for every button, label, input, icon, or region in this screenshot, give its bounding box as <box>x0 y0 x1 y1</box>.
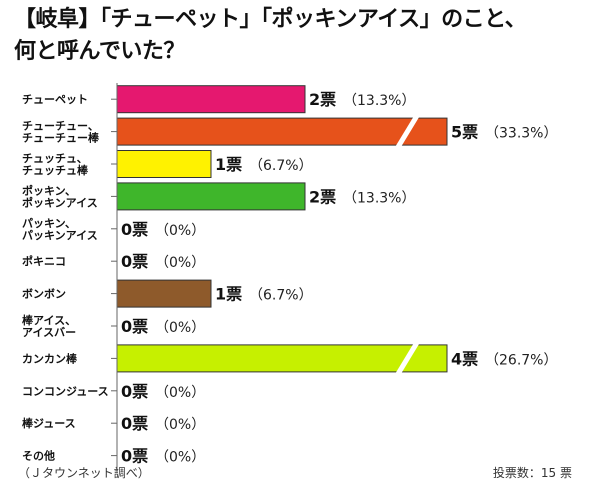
category-label: 棒アイス、アイスバー <box>22 313 76 339</box>
bar <box>116 182 306 211</box>
category-label: ポキニコ <box>22 254 66 268</box>
data-count-label: 4票 <box>451 349 478 368</box>
axis-break-mark <box>395 113 420 150</box>
category-label: パッキン、パッキンアイス <box>22 217 98 242</box>
category-label: その他 <box>22 449 55 463</box>
category-label: コンコンジュース <box>22 385 109 398</box>
category-label: チューペット <box>22 93 88 106</box>
bar <box>116 279 212 308</box>
bar <box>116 344 448 373</box>
total-votes-note: 投票数：15 票 <box>492 466 572 480</box>
data-count-label: 5票 <box>451 123 478 142</box>
category-label: ポッキン、ポッキンアイス <box>22 183 98 209</box>
bar <box>116 150 212 178</box>
data-percent-label: （0%） <box>155 450 205 466</box>
bar <box>116 117 448 146</box>
data-percent-label: （0%） <box>155 223 205 239</box>
data-count-label: 0票 <box>121 220 148 239</box>
data-count-label: 0票 <box>121 414 148 433</box>
data-percent-label: （26.7%） <box>485 352 557 368</box>
chart-title-line1: 【岐阜】「チューペット」「ポッキンアイス」のこと、 <box>14 7 527 32</box>
data-percent-label: （0%） <box>155 417 205 433</box>
chart-title-line2: 何と呼んでいた？ <box>14 39 185 64</box>
data-percent-label: （6.7%） <box>249 158 313 174</box>
data-percent-label: （13.3%） <box>343 93 415 109</box>
data-count-label: 2票 <box>309 187 336 206</box>
data-percent-label: （13.3%） <box>343 190 415 206</box>
data-count-label: 1票 <box>215 155 242 174</box>
data-count-label: 0票 <box>121 252 148 271</box>
category-label: チュッチュ、チュッチュ棒 <box>22 152 89 177</box>
data-percent-label: （0%） <box>155 255 205 271</box>
bar <box>116 85 306 114</box>
category-label: カンカン棒 <box>22 351 78 365</box>
category-label: 棒ジュース <box>22 416 76 430</box>
data-percent-label: （6.7%） <box>249 288 313 304</box>
data-count-label: 1票 <box>215 285 242 304</box>
source-note: （Ｊタウンネット調べ） <box>18 466 150 480</box>
data-percent-label: （0%） <box>155 385 205 401</box>
category-label: チューチュー、チューチュー棒 <box>22 120 100 145</box>
data-percent-label: （0%） <box>155 320 205 336</box>
category-label: ボンボン <box>22 287 66 301</box>
data-count-label: 0票 <box>121 382 148 401</box>
data-count-label: 0票 <box>121 447 148 466</box>
data-count-label: 2票 <box>309 90 336 109</box>
data-count-label: 0票 <box>121 317 148 336</box>
data-percent-label: （33.3%） <box>485 126 557 142</box>
axis-break-mark <box>395 340 420 377</box>
